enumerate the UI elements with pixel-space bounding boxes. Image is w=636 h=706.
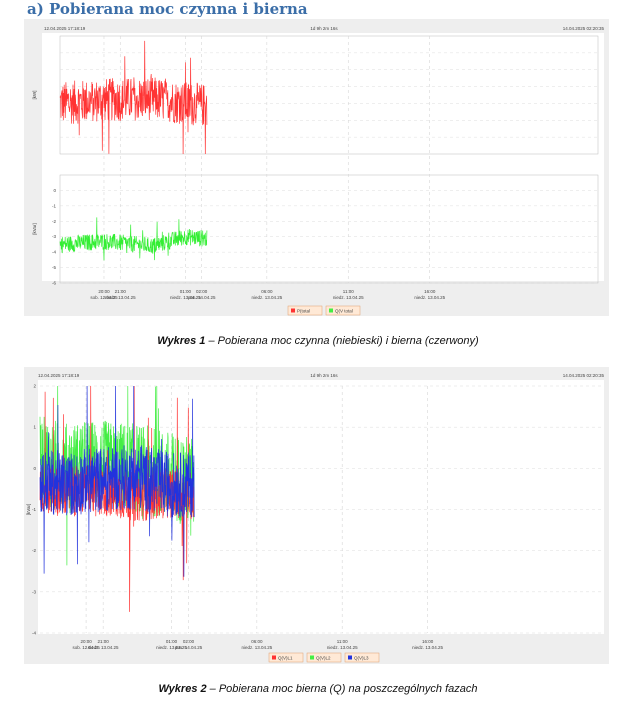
x-tick-time: 21:00 — [115, 289, 127, 294]
x-tick-time: 01:00 — [180, 289, 192, 294]
x-tick-date: niedz. 13.04.25 — [333, 295, 364, 300]
x-tick-time: 06:00 — [261, 289, 273, 294]
chart-2-duration-label: 1d 9h 2m 16s — [310, 373, 338, 378]
active-power-series — [59, 40, 208, 155]
legend-label: Q(V total — [335, 308, 353, 313]
x-tick-date: niedz. 13.04.25 — [88, 645, 119, 650]
lower-y-tick-label: -2 — [52, 219, 56, 224]
lower-y-tick-label: -4 — [52, 250, 56, 255]
x-tick-time: 20:00 — [98, 289, 110, 294]
phase-l3-series — [39, 385, 195, 577]
lower-plot-frame — [59, 174, 599, 284]
upper-plot-frame — [59, 35, 599, 155]
x-tick-time: 02:00 — [183, 639, 195, 644]
x-tick-time: 16:00 — [424, 289, 436, 294]
lower-y-axis-label: [kVar] — [32, 223, 37, 234]
chart-1-svg: 12.04.2025 17:18:19 1d 9h 2m 16s 14.04.2… — [32, 26, 605, 316]
legend-label: Q(V)L3 — [354, 655, 369, 660]
legend-label: P(total — [297, 308, 310, 313]
x-tick-time: 21:00 — [98, 639, 110, 644]
y-tick-label: -4 — [32, 631, 36, 636]
caption-1-text: – Pobierana moc czynna (niebieski) i bie… — [205, 335, 479, 347]
caption-1: Wykres 1 – Pobierana moc czynna (niebies… — [0, 335, 636, 347]
y-tick-label: -3 — [32, 589, 36, 594]
chart-2-end-label: 14.04.2025 02:20:35 — [563, 373, 605, 378]
x-tick-time: 11:00 — [343, 289, 354, 294]
lower-y-tick-label: 0 — [53, 188, 56, 193]
chart-2-start-label: 12.04.2025 17:18:19 — [38, 373, 80, 378]
caption-1-prefix: Wykres 1 — [157, 335, 206, 347]
lower-y-tick-label: -6 — [52, 281, 56, 286]
x-tick-date: sob. 12.04.25 — [90, 295, 118, 300]
y-tick-label: -2 — [32, 548, 36, 553]
lower-y-tick-label: -1 — [52, 203, 56, 208]
x-tick-time: 20:00 — [80, 639, 92, 644]
x-tick-date: niedz. 13.04.25 — [105, 295, 136, 300]
x-tick-time: 02:00 — [196, 289, 208, 294]
x-tick-time: 16:00 — [422, 639, 434, 644]
chart-2-svg: 12.04.2025 17:18:19 1d 9h 2m 16s 14.04.2… — [26, 373, 605, 663]
chart-1-end-label: 14.04.2025 02:20:35 — [563, 26, 605, 31]
legend-entry — [287, 305, 323, 316]
legend-entry — [344, 652, 380, 663]
x-tick-date: niedz. 13.04.25 — [414, 295, 445, 300]
reactive-power-series — [59, 217, 208, 261]
caption-2-prefix: Wykres 2 — [158, 683, 207, 695]
y-tick-label: 1 — [33, 425, 36, 430]
x-tick-date: pon. 14.04.25 — [175, 645, 203, 650]
chart-figure-2: 12.04.2025 17:18:19 1d 9h 2m 16s 14.04.2… — [24, 367, 609, 664]
legend-swatch — [310, 655, 314, 660]
upper-y-axis-label: [kW] — [32, 91, 37, 100]
caption-2: Wykres 2 – Pobierana moc bierna (Q) na p… — [0, 683, 636, 695]
y-tick-label: 0 — [33, 466, 36, 471]
legend-label: Q(V)L2 — [316, 655, 331, 660]
x-tick-date: sob. 12.04.25 — [72, 645, 100, 650]
x-tick-date: niedz. 13.04.25 — [412, 645, 443, 650]
y-tick-label: -1 — [32, 507, 36, 512]
x-tick-date: niedz. 13.04.25 — [327, 645, 358, 650]
chart-1-start-label: 12.04.2025 17:18:19 — [44, 26, 86, 31]
chart-figure-1: 12.04.2025 17:18:19 1d 9h 2m 16s 14.04.2… — [24, 19, 609, 316]
chart-1-duration-label: 1d 9h 2m 16s — [310, 26, 338, 31]
legend-entry — [325, 305, 361, 316]
x-tick-date: niedz. 13.04.25 — [241, 645, 272, 650]
x-tick-time: 01:00 — [166, 639, 178, 644]
legend-swatch — [348, 655, 352, 660]
caption-2-text: – Pobierana moc bierna (Q) na poszczegól… — [206, 683, 478, 695]
y-tick-label: 2 — [33, 384, 36, 389]
x-tick-date: niedz. 13.04.25 — [251, 295, 282, 300]
x-tick-date: niedz. 13.04.25 — [156, 645, 187, 650]
legend-swatch — [272, 655, 276, 660]
y-axis-label: [kVar] — [26, 504, 31, 515]
x-tick-time: 11:00 — [337, 639, 348, 644]
legend-swatch — [329, 308, 333, 313]
x-tick-date: pon. 14.04.25 — [188, 295, 216, 300]
x-tick-time: 06:00 — [251, 639, 263, 644]
legend-entry — [306, 652, 342, 663]
page-title: a) Pobierana moc czynna i bierna — [27, 0, 308, 18]
lower-y-tick-label: -5 — [52, 265, 56, 270]
lower-y-tick-label: -3 — [52, 234, 56, 239]
legend-label: Q(V)L1 — [278, 655, 293, 660]
x-tick-date: niedz. 13.04.25 — [170, 295, 201, 300]
legend-entry — [268, 652, 304, 663]
legend-swatch — [291, 308, 295, 313]
